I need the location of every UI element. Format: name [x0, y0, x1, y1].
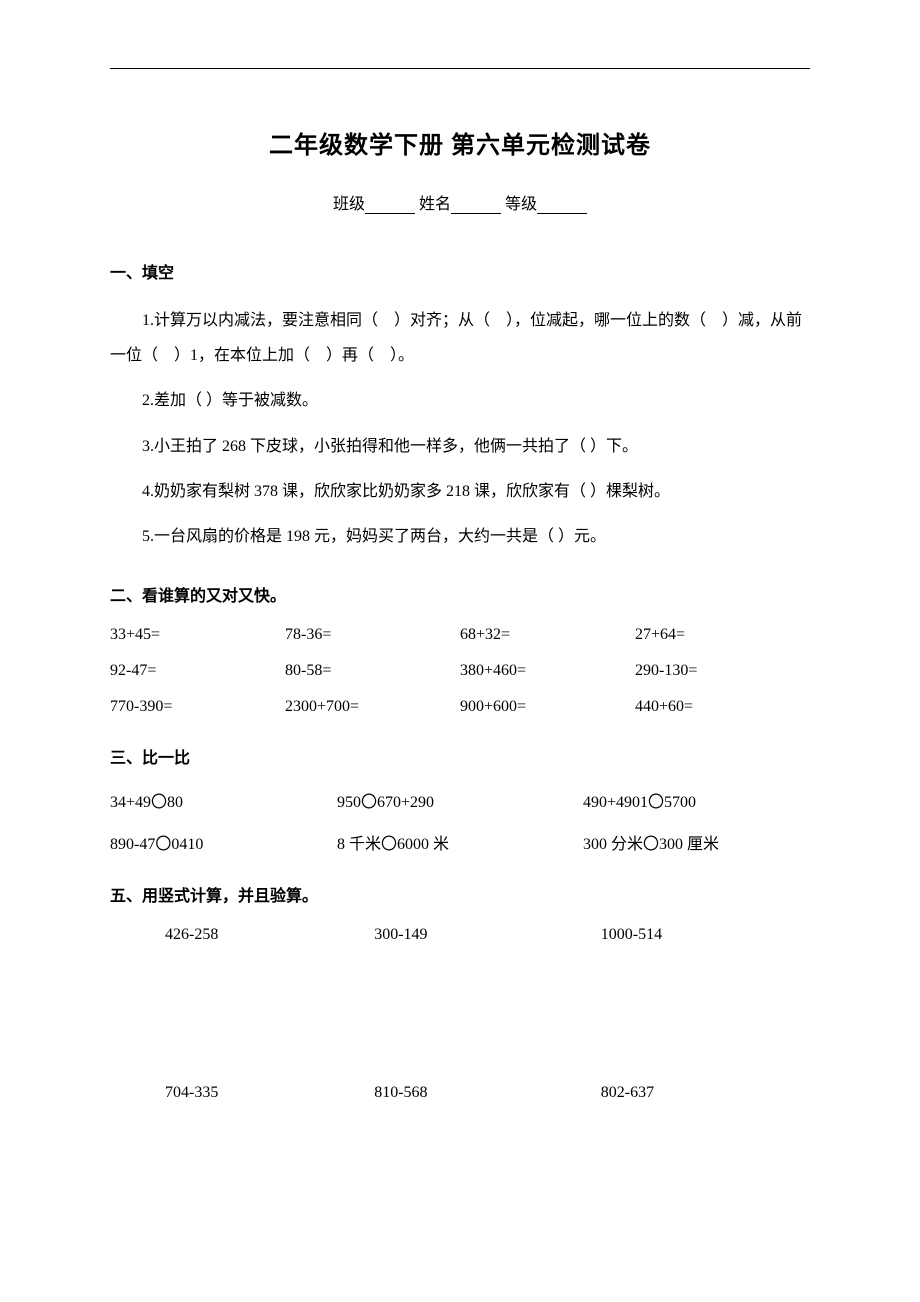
vertical-calc-cell: 704-335: [165, 1084, 374, 1102]
class-blank: [365, 198, 415, 214]
calc-cell: 80-58=: [285, 662, 460, 680]
compare-cell: 490+4901〇5700: [583, 788, 810, 812]
section-3-heading: 三、比一比: [110, 744, 810, 768]
grade-label: 等级: [505, 196, 537, 213]
calc-cell: 440+60=: [635, 698, 810, 716]
question-1-5: 5.一台风扇的价格是 198 元，妈妈买了两台，大约一共是（ ）元。: [110, 519, 810, 554]
compare-row-2: 890-47〇0410 8 千米〇6000 米 300 分米〇300 厘米: [110, 830, 810, 854]
vertical-calc-row-2: 704-335 810-568 802-637: [110, 1084, 810, 1102]
calc-cell: 78-36=: [285, 626, 460, 644]
vertical-calc-cell: 1000-514: [601, 926, 810, 944]
class-label: 班级: [333, 196, 365, 213]
vertical-calc-row-1: 426-258 300-149 1000-514: [110, 926, 810, 944]
calc-row-2: 92-47= 80-58= 380+460= 290-130=: [110, 662, 810, 680]
calc-cell: 68+32=: [460, 626, 635, 644]
vertical-calc-cell: 802-637: [601, 1084, 810, 1102]
calc-cell: 900+600=: [460, 698, 635, 716]
calc-cell: 27+64=: [635, 626, 810, 644]
calc-cell: 92-47=: [110, 662, 285, 680]
section-5-heading: 五、用竖式计算，并且验算。: [110, 882, 810, 906]
student-info-line: 班级 姓名 等级: [110, 190, 810, 214]
compare-cell: 8 千米〇6000 米: [337, 830, 583, 854]
calc-row-1: 33+45= 78-36= 68+32= 27+64=: [110, 626, 810, 644]
question-1-1: 1.计算万以内减法，要注意相同（ ）对齐；从（ ），位减起，哪一位上的数（ ）减…: [110, 303, 810, 373]
calc-cell: 770-390=: [110, 698, 285, 716]
calc-row-3: 770-390= 2300+700= 900+600= 440+60=: [110, 698, 810, 716]
vertical-calc-cell: 426-258: [165, 926, 374, 944]
question-1-4: 4.奶奶家有梨树 378 课，欣欣家比奶奶家多 218 课，欣欣家有（ ）棵梨树…: [110, 474, 810, 509]
calc-cell: 33+45=: [110, 626, 285, 644]
calc-cell: 2300+700=: [285, 698, 460, 716]
compare-cell: 890-47〇0410: [110, 830, 337, 854]
vertical-calc-cell: 810-568: [374, 1084, 601, 1102]
compare-cell: 950〇670+290: [337, 788, 583, 812]
name-label: 姓名: [419, 196, 451, 213]
calc-cell: 290-130=: [635, 662, 810, 680]
grade-blank: [537, 198, 587, 214]
vertical-calc-cell: 300-149: [374, 926, 601, 944]
top-horizontal-rule: [110, 68, 810, 69]
calc-cell: 380+460=: [460, 662, 635, 680]
section-2-heading: 二、看谁算的又对又快。: [110, 582, 810, 606]
compare-cell: 34+49〇80: [110, 788, 337, 812]
compare-row-1: 34+49〇80 950〇670+290 490+4901〇5700: [110, 788, 810, 812]
page-title: 二年级数学下册 第六单元检测试卷: [110, 125, 810, 160]
question-1-3: 3.小王拍了 268 下皮球，小张拍得和他一样多，他俩一共拍了（ ）下。: [110, 429, 810, 464]
compare-cell: 300 分米〇300 厘米: [583, 830, 810, 854]
name-blank: [451, 198, 501, 214]
section-1-heading: 一、填空: [110, 259, 810, 283]
question-1-2: 2.差加（ ）等于被减数。: [110, 383, 810, 418]
